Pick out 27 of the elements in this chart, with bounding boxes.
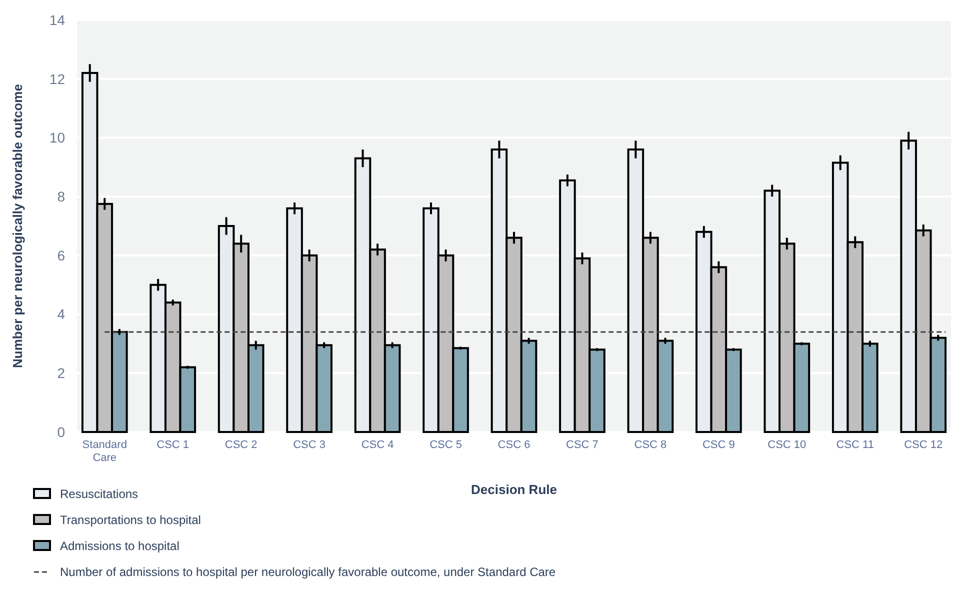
x-tick-label: CSC 9 [702,439,735,451]
y-tick-label: 14 [49,12,66,28]
y-tick-label: 6 [57,247,66,264]
x-tick-label: CSC 8 [634,439,667,451]
x-axis-title: Decision Rule [471,482,557,497]
x-tick-label: CSC 11 [836,439,874,451]
x-tick-label: CSC 1 [156,439,190,451]
legend-label: Resuscitations [60,487,138,502]
x-tick-label: Standard Care [82,439,127,464]
legend-label: Transportations to hospital [60,513,201,528]
x-tick-label: CSC 5 [430,439,462,451]
x-tick-label: CSC 7 [566,439,598,451]
y-tick-label: 10 [49,130,66,146]
y-axis-title: Number per neurologically favorable outcome [10,84,25,368]
y-tick-label: 12 [49,70,66,87]
y-tick-label: 8 [57,188,66,204]
legend-label: Number of admissions to hospital per neurologically favorable outcome, under Standard Care [60,565,556,580]
y-tick-label: 4 [57,306,66,322]
x-tick-label: CSC 2 [224,439,258,451]
x-tick-label: CSC 10 [768,439,806,451]
legend-label: Admissions to hospital [60,539,180,554]
x-tick-label: CSC 3 [293,439,326,451]
y-tick-label: 0 [57,424,66,440]
x-tick-label: CSC 6 [498,439,530,451]
y-tick-label: 2 [57,365,66,382]
x-tick-label: CSC 4 [361,439,394,451]
x-tick-label: CSC 12 [904,439,943,451]
